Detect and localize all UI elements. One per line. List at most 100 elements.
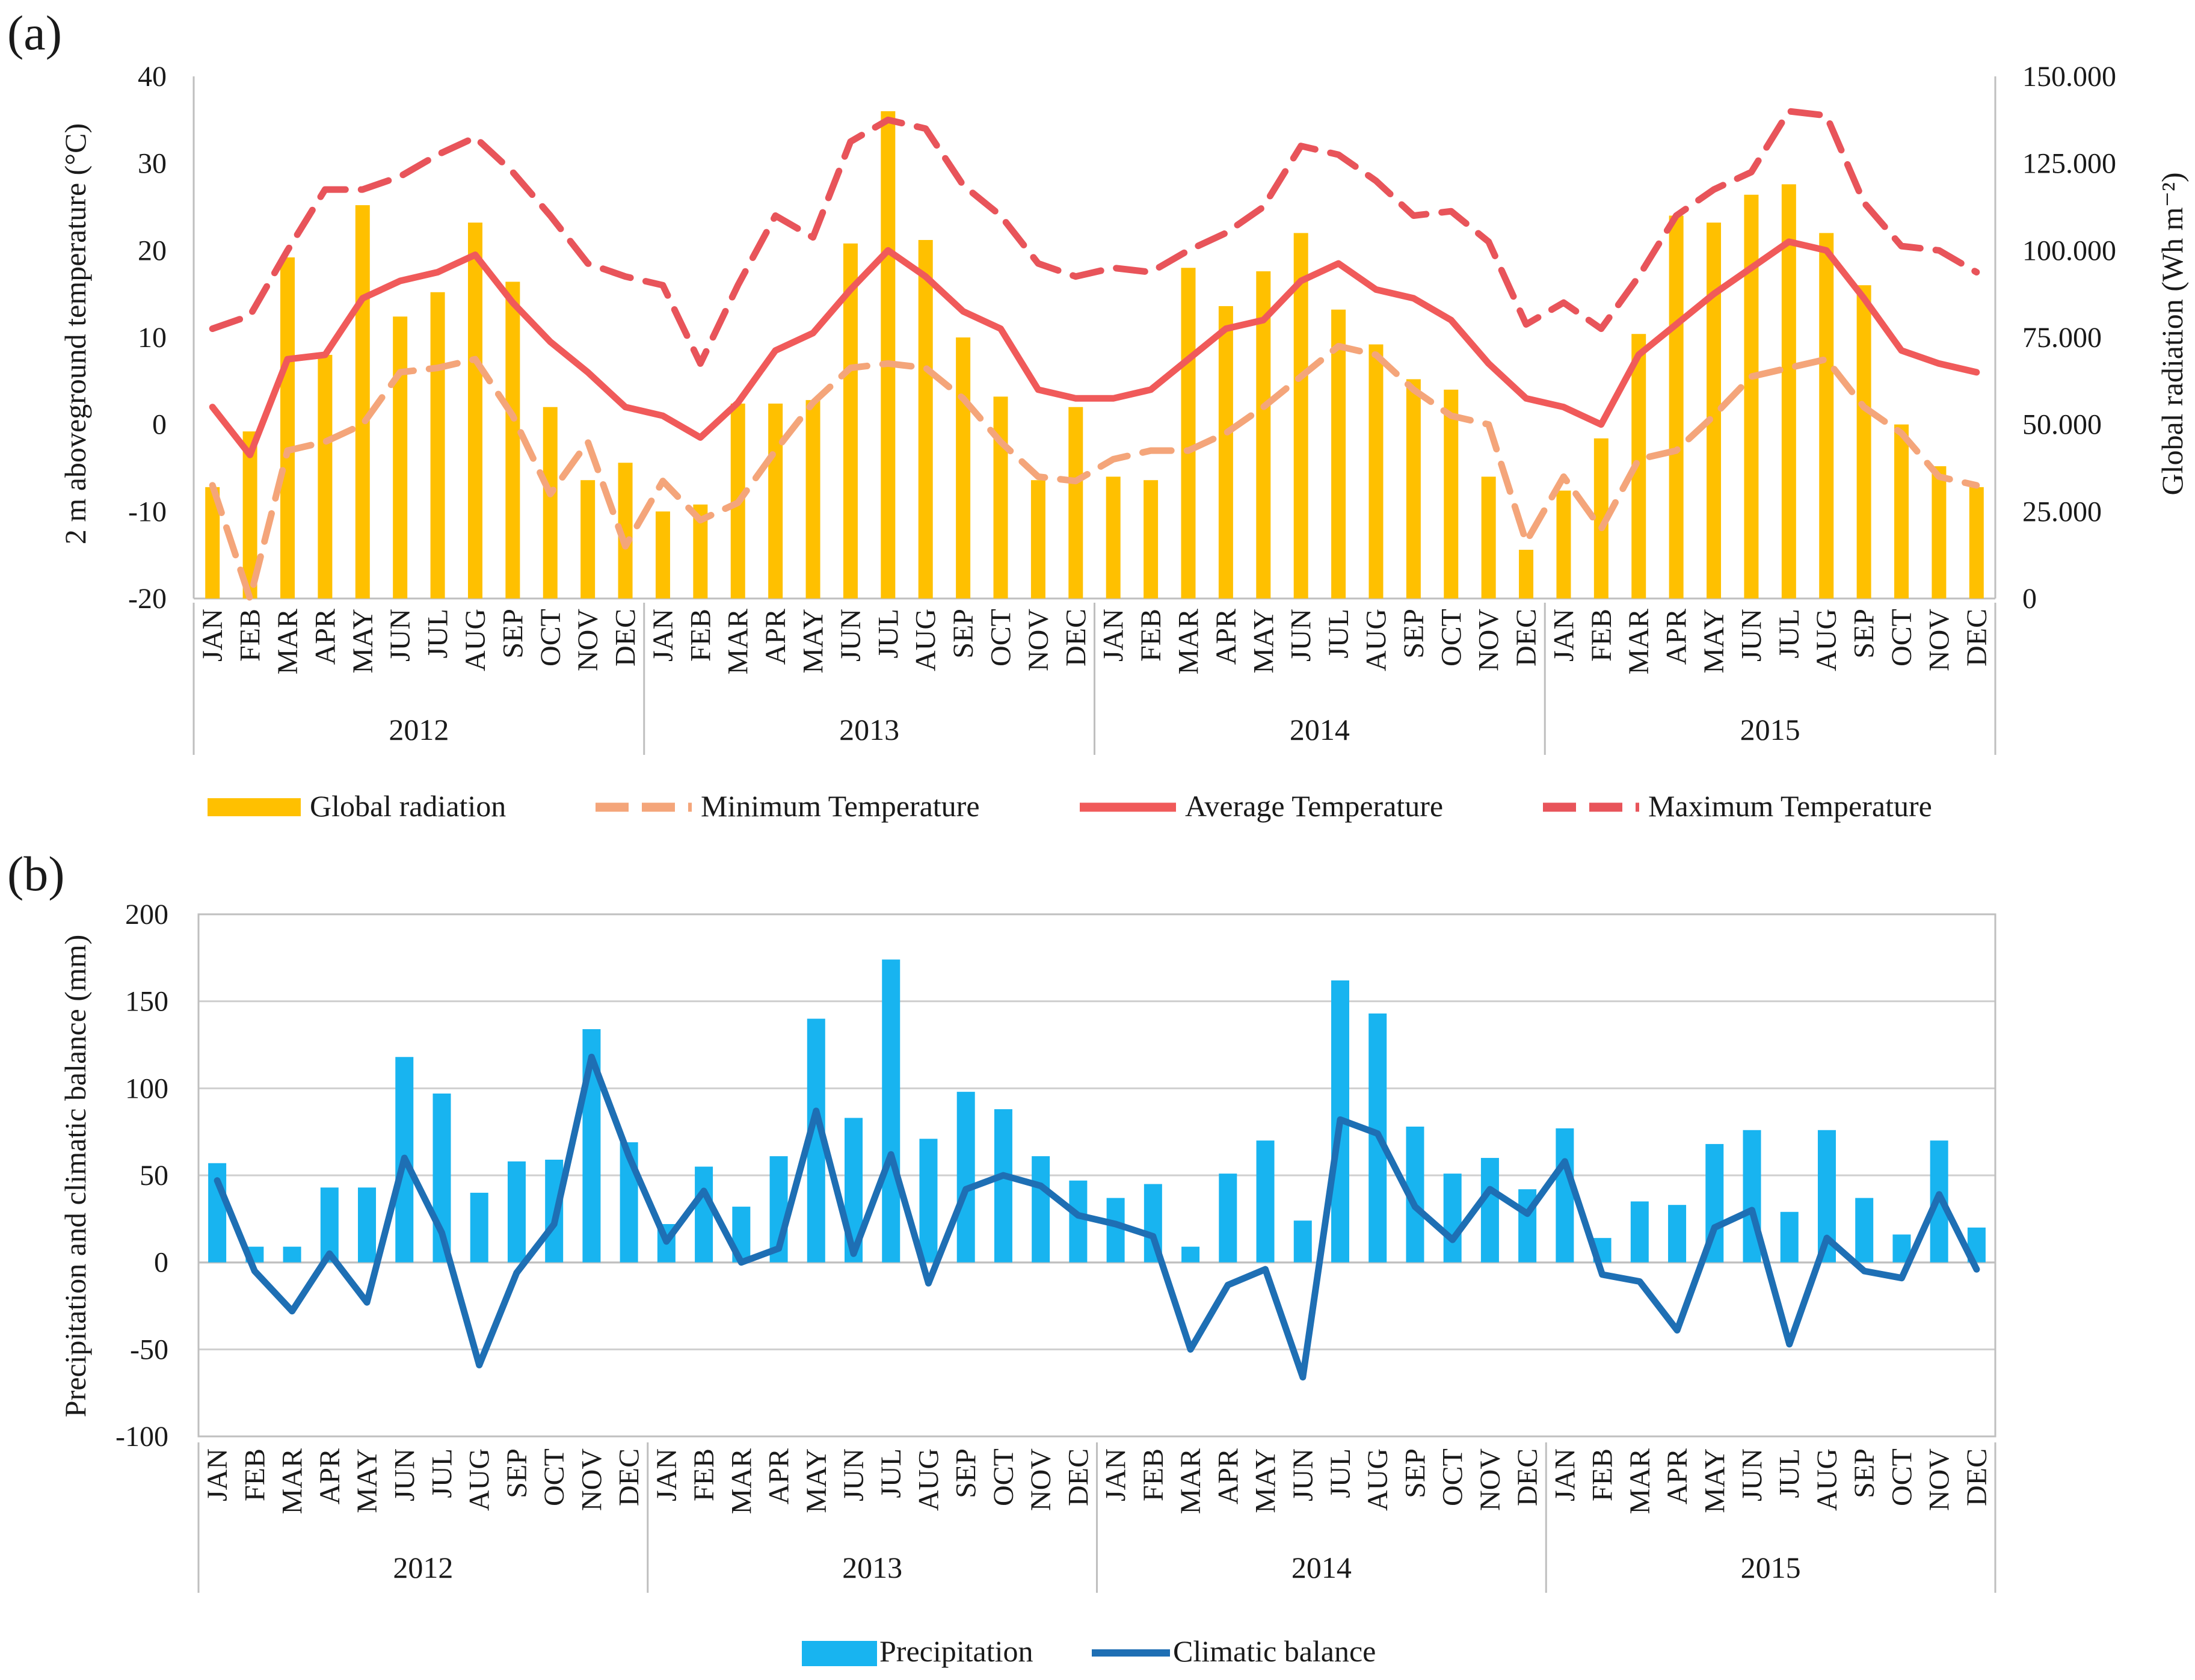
month-tick-label-oct: OCT (1886, 1448, 1918, 1506)
month-tick-label-feb: FEB (235, 609, 266, 662)
month-tick-label-jan: JAN (647, 609, 679, 662)
month-tick-label-aug: AUG (460, 609, 491, 671)
precipitation-bar (994, 1109, 1012, 1263)
month-tick-label-sep: SEP (497, 609, 529, 659)
month-tick-label-feb: FEB (1135, 609, 1167, 662)
panel-b-climatic-balance-line (214, 1053, 1980, 1381)
month-tick-label-may: MAY (1699, 1448, 1731, 1513)
tick-label: -50 (130, 1334, 168, 1365)
tick-label: -100 (115, 1421, 168, 1453)
month-tick-label-sep: SEP (501, 1448, 533, 1498)
right-tick-label: 100.000 (2022, 235, 2116, 266)
month-tick-label-dec: DEC (610, 609, 642, 666)
precipitation-bar (1443, 1174, 1462, 1263)
precipitation-bar (1780, 1211, 1799, 1263)
right-tick-label: 125.000 (2022, 148, 2116, 180)
month-tick-label-jan: JAN (202, 1448, 233, 1501)
line-average-temperature (209, 238, 1980, 458)
precipitation-bar (1668, 1205, 1687, 1263)
left-tick-label: 40 (138, 61, 167, 93)
month-tick-label-jun: JUN (838, 1448, 870, 1501)
month-tick-label-feb: FEB (1587, 1448, 1619, 1501)
precipitation-bar (1480, 1158, 1499, 1263)
month-tick-label-jul: JUL (426, 1448, 458, 1498)
radiation-bar (993, 396, 1008, 598)
month-tick-label-feb: FEB (239, 1448, 271, 1501)
year-label-2014: 2014 (1290, 713, 1350, 746)
radiation-bar (355, 205, 370, 598)
legend-label-maximum-temperature: Maximum Temperature (1648, 789, 1932, 823)
right-tick-label: 150.000 (2022, 61, 2116, 93)
tick-label: 100 (125, 1072, 168, 1104)
year-label-2013: 2013 (842, 1551, 902, 1584)
precipitation-bar (1032, 1156, 1050, 1263)
legend-label-global-radiation: Global radiation (310, 789, 506, 823)
month-tick-label-oct: OCT (1437, 1448, 1469, 1506)
radiation-bar (1406, 379, 1421, 598)
month-tick-label-may: MAY (1698, 609, 1730, 674)
panel-a-radiation-bars (205, 111, 1984, 598)
precipitation-bar (470, 1192, 488, 1263)
month-tick-label-sep: SEP (1399, 1448, 1431, 1498)
legend-label-precipitation: Precipitation (879, 1634, 1033, 1668)
month-tick-label-feb: FEB (688, 1448, 720, 1501)
month-tick-label-jun: JUN (1287, 1448, 1319, 1501)
panel-a-category-axis: JAN FEB MAR APR MAY JUN JUL AUG SEP OCT NOV DEC JAN F… (192, 603, 1996, 755)
month-tick-label-aug: AUG (910, 609, 942, 671)
month-tick-label-apr: APR (1661, 1448, 1693, 1504)
month-tick-label-jul: JUL (1323, 609, 1355, 659)
month-tick-label-jul: JUL (1325, 1448, 1356, 1498)
month-tick-label-dec: DEC (1961, 609, 1993, 666)
month-tick-label-oct: OCT (985, 609, 1017, 666)
panel-a-right-tick-labels: 150.000 125.000 100.000 75.000 50.000 25.000 0 (2022, 61, 2116, 615)
month-tick-label-mar: MAR (277, 1448, 309, 1514)
precipitation-bar (1219, 1174, 1237, 1263)
precipitation-bar (1106, 1198, 1125, 1263)
precipitation-bar (1293, 1220, 1312, 1263)
month-tick-label-sep: SEP (950, 1448, 982, 1498)
month-tick-label-sep: SEP (1849, 1448, 1880, 1498)
line-maximum-temperature (209, 108, 1980, 367)
radiation-bar (1819, 233, 1834, 598)
month-tick-label-jul: JUL (872, 609, 904, 659)
month-tick-label-apr: APR (760, 609, 792, 665)
year-label-2015: 2015 (1740, 713, 1800, 746)
radiation-bar (1932, 466, 1947, 598)
radiation-bar (1519, 549, 1534, 598)
precipitation-bar (882, 959, 900, 1263)
month-tick-label-aug: AUG (913, 1448, 944, 1511)
left-tick-label: -10 (128, 496, 167, 528)
radiation-bar (918, 239, 933, 598)
radiation-bar (956, 337, 971, 598)
left-tick-label: 20 (138, 235, 167, 266)
month-tick-label-sep: SEP (1398, 609, 1430, 659)
month-tick-label-mar: MAR (1172, 609, 1204, 674)
radiation-bar (1144, 480, 1159, 598)
panel-b-precipitation-chart: (b) 200 150 100 50 0 -50 -100 Precipitation an… (7, 846, 1996, 1668)
month-tick-label-nov: NOV (1473, 609, 1505, 671)
month-tick-label-may: MAY (1250, 1448, 1282, 1513)
panel-a-temperature-lines (209, 108, 1980, 602)
month-tick-label-mar: MAR (1624, 1448, 1656, 1514)
month-tick-label-aug: AUG (1362, 1448, 1394, 1511)
radiation-bar (430, 292, 445, 598)
radiation-bar (1331, 309, 1346, 598)
panel-b-tick-labels: 200 150 100 50 0 -50 -100 (115, 899, 168, 1453)
month-tick-label-oct: OCT (535, 609, 567, 666)
radiation-bar (1030, 480, 1045, 598)
month-tick-label-oct: OCT (1435, 609, 1467, 666)
month-tick-label-dec: DEC (614, 1448, 645, 1506)
month-tick-label-mar: MAR (272, 609, 304, 674)
year-label-2015: 2015 (1741, 1551, 1801, 1584)
month-tick-label-sep: SEP (1849, 609, 1880, 659)
month-tick-label-feb: FEB (1586, 609, 1618, 662)
month-tick-label-jan: JAN (1548, 609, 1580, 662)
tick-label: 200 (125, 899, 168, 931)
month-tick-label-feb: FEB (685, 609, 716, 662)
month-tick-label-apr: APR (314, 1448, 346, 1504)
month-tick-label-aug: AUG (1811, 1448, 1843, 1511)
panel-b-gridlines (199, 913, 1995, 1438)
month-tick-label-mar: MAR (1175, 1448, 1207, 1514)
month-tick-label-jun: JUN (1737, 1448, 1769, 1501)
month-tick-label-apr: APR (763, 1448, 795, 1504)
